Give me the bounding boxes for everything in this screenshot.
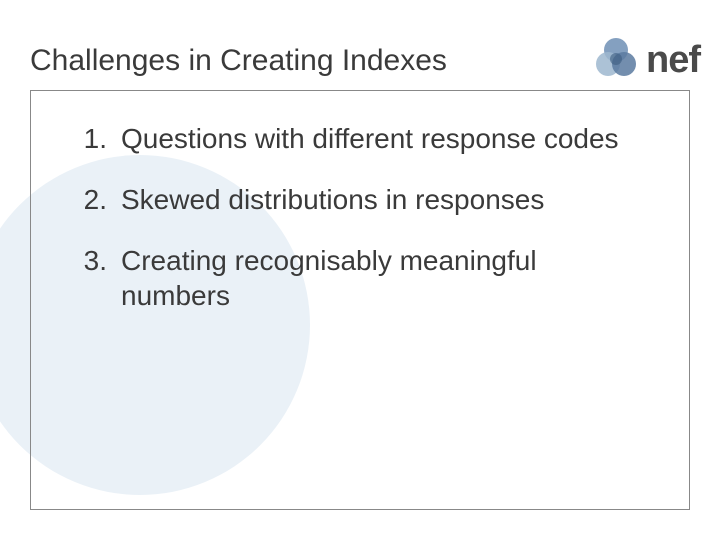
venn-icon (592, 36, 640, 85)
list-item: 3. Creating recognisably meaningful numb… (71, 243, 639, 313)
list-number: 2. (71, 182, 121, 217)
content-box: 1. Questions with different response cod… (30, 90, 690, 510)
logo-text: nef (646, 39, 700, 82)
list-number: 3. (71, 243, 121, 313)
list-number: 1. (71, 121, 121, 156)
list-text: Questions with different response codes (121, 121, 639, 156)
list-text: Creating recognisably meaningful numbers (121, 243, 639, 313)
nef-logo: nef (592, 36, 700, 85)
list-item: 2. Skewed distributions in responses (71, 182, 639, 217)
numbered-list: 1. Questions with different response cod… (71, 121, 639, 313)
list-item: 1. Questions with different response cod… (71, 121, 639, 156)
page-title: Challenges in Creating Indexes (30, 44, 447, 78)
header: Challenges in Creating Indexes nef (30, 36, 700, 85)
list-text: Skewed distributions in responses (121, 182, 639, 217)
